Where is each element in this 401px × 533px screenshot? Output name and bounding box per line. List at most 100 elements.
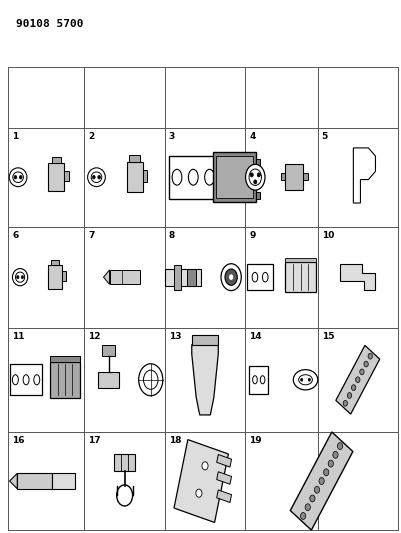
Ellipse shape bbox=[309, 495, 314, 502]
Bar bbox=[129, 155, 140, 162]
Bar bbox=[164, 269, 200, 286]
Bar bbox=[62, 271, 66, 281]
Ellipse shape bbox=[300, 513, 305, 520]
Ellipse shape bbox=[92, 175, 95, 179]
Bar bbox=[186, 269, 195, 286]
Ellipse shape bbox=[188, 169, 198, 185]
Ellipse shape bbox=[195, 489, 201, 497]
Polygon shape bbox=[216, 490, 231, 503]
Ellipse shape bbox=[245, 164, 264, 190]
Text: 1: 1 bbox=[12, 132, 18, 141]
Text: 90108 5700: 90108 5700 bbox=[16, 19, 83, 29]
Polygon shape bbox=[290, 432, 352, 530]
Bar bbox=[50, 362, 79, 398]
Bar bbox=[249, 366, 267, 394]
Ellipse shape bbox=[34, 375, 40, 385]
Ellipse shape bbox=[253, 180, 256, 184]
Polygon shape bbox=[335, 345, 379, 414]
Ellipse shape bbox=[229, 275, 232, 279]
Bar bbox=[142, 170, 147, 182]
Text: 19: 19 bbox=[249, 436, 261, 445]
Ellipse shape bbox=[257, 173, 260, 177]
Ellipse shape bbox=[249, 169, 261, 185]
Ellipse shape bbox=[323, 469, 328, 476]
Bar bbox=[285, 164, 302, 190]
Ellipse shape bbox=[23, 375, 29, 385]
Ellipse shape bbox=[19, 175, 22, 179]
Polygon shape bbox=[191, 345, 218, 415]
Ellipse shape bbox=[201, 462, 208, 470]
Ellipse shape bbox=[91, 172, 101, 182]
Ellipse shape bbox=[87, 168, 105, 187]
Ellipse shape bbox=[143, 370, 158, 389]
Ellipse shape bbox=[293, 370, 317, 390]
Ellipse shape bbox=[332, 451, 337, 458]
Text: 14: 14 bbox=[249, 332, 261, 341]
Bar bbox=[48, 163, 64, 191]
Text: 17: 17 bbox=[88, 436, 101, 445]
Text: 12: 12 bbox=[88, 332, 101, 341]
Ellipse shape bbox=[16, 276, 19, 279]
Text: 13: 13 bbox=[168, 332, 181, 341]
Bar bbox=[126, 162, 142, 192]
Bar bbox=[174, 265, 181, 289]
Bar bbox=[285, 262, 315, 292]
Ellipse shape bbox=[363, 361, 367, 367]
Text: 11: 11 bbox=[12, 332, 24, 341]
Bar bbox=[216, 156, 253, 198]
Ellipse shape bbox=[260, 376, 264, 384]
Text: 9: 9 bbox=[249, 231, 255, 240]
Ellipse shape bbox=[304, 504, 310, 511]
Bar bbox=[102, 345, 115, 356]
Bar bbox=[247, 264, 272, 290]
Ellipse shape bbox=[221, 264, 241, 290]
Text: 7: 7 bbox=[88, 231, 95, 240]
Polygon shape bbox=[216, 455, 231, 467]
Text: 3: 3 bbox=[168, 132, 175, 141]
Ellipse shape bbox=[359, 369, 363, 375]
Ellipse shape bbox=[342, 400, 346, 406]
Text: 8: 8 bbox=[168, 231, 175, 240]
Bar bbox=[52, 157, 61, 163]
Ellipse shape bbox=[298, 375, 312, 385]
Ellipse shape bbox=[262, 272, 267, 282]
Bar bbox=[64, 172, 69, 181]
Ellipse shape bbox=[350, 385, 355, 391]
Ellipse shape bbox=[318, 478, 323, 484]
Bar bbox=[17, 473, 52, 489]
Ellipse shape bbox=[97, 175, 100, 179]
Ellipse shape bbox=[249, 173, 253, 177]
Polygon shape bbox=[339, 264, 375, 290]
Bar bbox=[109, 270, 140, 285]
Bar bbox=[51, 260, 59, 265]
Ellipse shape bbox=[16, 272, 24, 282]
Bar bbox=[280, 173, 285, 180]
Bar bbox=[168, 156, 217, 199]
Ellipse shape bbox=[300, 378, 302, 381]
Text: 16: 16 bbox=[12, 436, 24, 445]
Bar bbox=[256, 158, 259, 166]
Bar bbox=[98, 372, 118, 388]
Polygon shape bbox=[174, 440, 228, 522]
Ellipse shape bbox=[225, 269, 237, 285]
Polygon shape bbox=[103, 270, 109, 285]
Text: 10: 10 bbox=[321, 231, 333, 240]
Bar bbox=[113, 454, 135, 471]
Text: 6: 6 bbox=[12, 231, 18, 240]
Text: 4: 4 bbox=[249, 132, 255, 141]
Ellipse shape bbox=[12, 269, 28, 286]
Text: 15: 15 bbox=[321, 332, 333, 341]
Bar bbox=[10, 364, 42, 395]
Bar bbox=[50, 356, 79, 362]
Polygon shape bbox=[10, 473, 17, 489]
Text: 2: 2 bbox=[88, 132, 95, 141]
Bar bbox=[285, 258, 315, 262]
Ellipse shape bbox=[204, 169, 214, 185]
Ellipse shape bbox=[346, 393, 351, 398]
Ellipse shape bbox=[9, 168, 27, 187]
Ellipse shape bbox=[252, 376, 257, 384]
Ellipse shape bbox=[12, 375, 18, 385]
Ellipse shape bbox=[308, 378, 310, 381]
Bar bbox=[48, 265, 62, 289]
Ellipse shape bbox=[327, 460, 332, 467]
